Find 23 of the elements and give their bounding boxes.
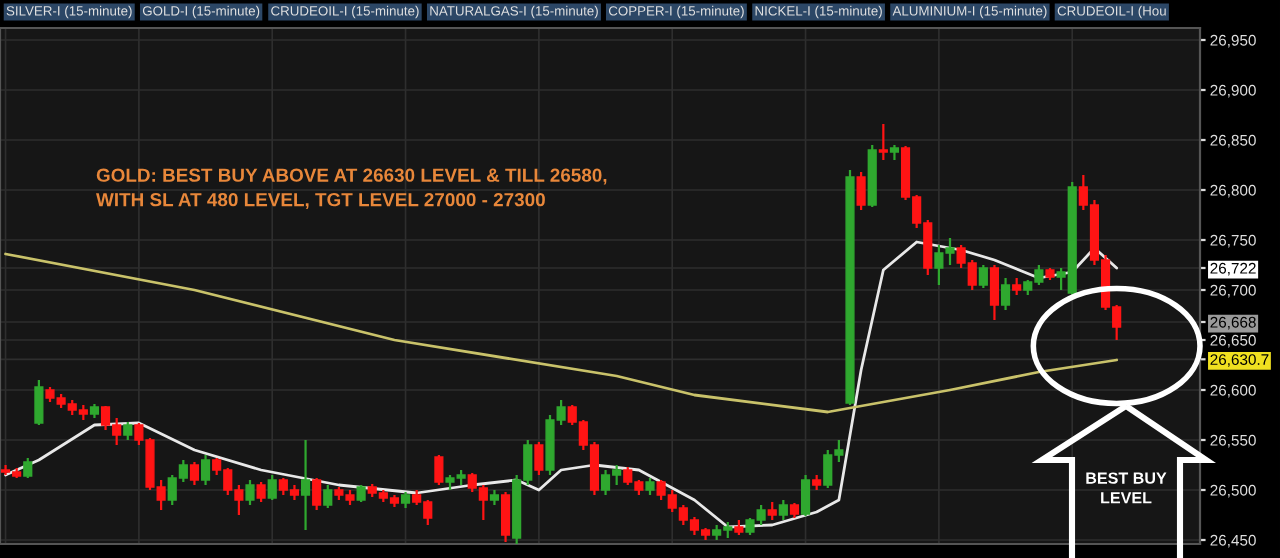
candlestick (245, 478, 255, 507)
annotation: GOLD: BEST BUY ABOVE AT 26630 LEVEL & TILL 26580, WITH SL AT 480 LEVEL, TGT LEVEL 27000 - 27300 (96, 168, 607, 210)
candlestick (267, 473, 277, 502)
candlestick (256, 480, 266, 504)
candlestick (34, 378, 44, 427)
candlestick (23, 456, 33, 480)
candlestick (856, 170, 866, 212)
candlestick (323, 483, 333, 510)
candlestick (434, 453, 444, 487)
candlestick (1000, 276, 1011, 312)
candlestick (200, 453, 211, 487)
candlestick (500, 490, 511, 544)
candlestick (778, 498, 788, 522)
candlestick (978, 263, 988, 290)
line-series (4, 252, 1119, 414)
candlestick (300, 438, 311, 532)
candlestick (312, 476, 322, 512)
candlestick (189, 460, 200, 487)
candlestick (800, 473, 811, 518)
annotation: BEST BUY LEVEL (1086, 472, 1167, 504)
candlestick (989, 263, 1000, 322)
candlestick (878, 122, 888, 162)
candlestick (534, 440, 544, 477)
